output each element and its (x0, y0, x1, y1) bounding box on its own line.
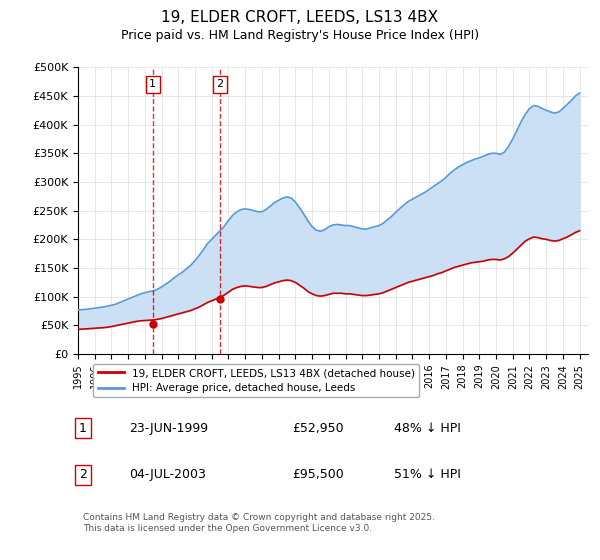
Text: 2: 2 (79, 469, 87, 482)
Legend: 19, ELDER CROFT, LEEDS, LS13 4BX (detached house), HPI: Average price, detached : 19, ELDER CROFT, LEEDS, LS13 4BX (detach… (94, 364, 419, 398)
Text: Price paid vs. HM Land Registry's House Price Index (HPI): Price paid vs. HM Land Registry's House … (121, 29, 479, 42)
Text: £95,500: £95,500 (292, 469, 344, 482)
Text: £52,950: £52,950 (292, 422, 344, 435)
Text: 1: 1 (149, 80, 156, 90)
Text: 48% ↓ HPI: 48% ↓ HPI (394, 422, 461, 435)
Text: Contains HM Land Registry data © Crown copyright and database right 2025.
This d: Contains HM Land Registry data © Crown c… (83, 514, 435, 533)
Text: 19, ELDER CROFT, LEEDS, LS13 4BX: 19, ELDER CROFT, LEEDS, LS13 4BX (161, 10, 439, 25)
Text: 51% ↓ HPI: 51% ↓ HPI (394, 469, 461, 482)
Text: 23-JUN-1999: 23-JUN-1999 (129, 422, 208, 435)
Text: 04-JUL-2003: 04-JUL-2003 (129, 469, 206, 482)
Text: 1: 1 (79, 422, 87, 435)
Text: 2: 2 (217, 80, 224, 90)
